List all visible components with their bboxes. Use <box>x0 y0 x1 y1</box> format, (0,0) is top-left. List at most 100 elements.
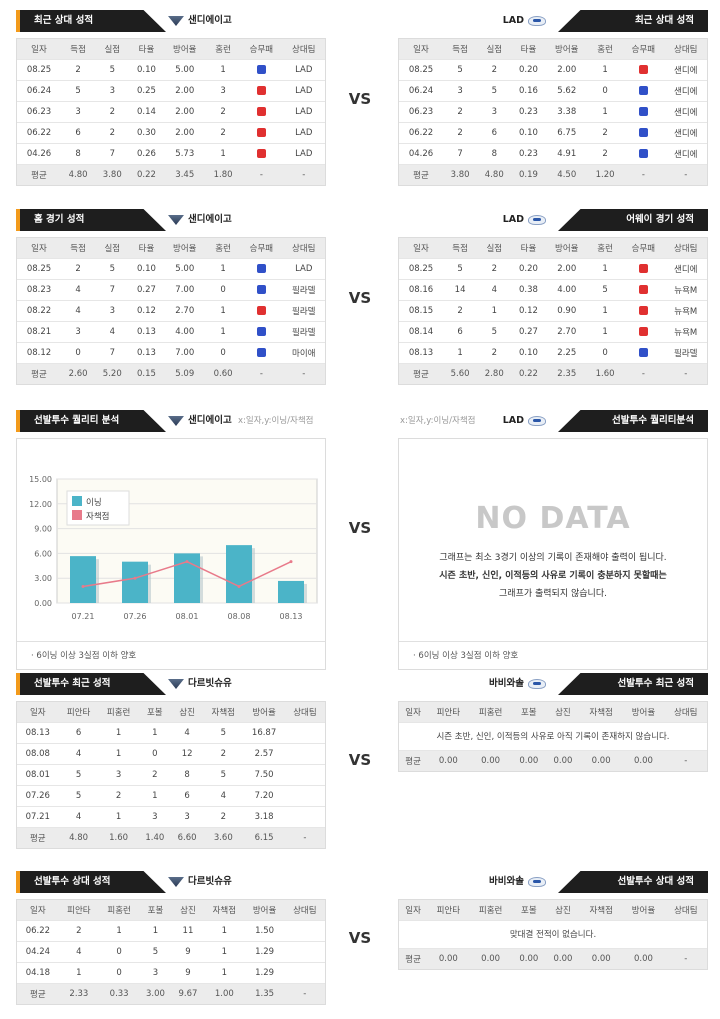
table-cell: 7.50 <box>243 763 285 785</box>
table-cell: LAD <box>282 142 325 164</box>
average-cell: 평균 <box>399 362 443 384</box>
table-cell: 뉴욕M <box>664 278 707 300</box>
table-cell: 샌디에 <box>664 142 707 164</box>
table-cell: 8 <box>60 142 96 164</box>
padres-logo-icon <box>168 215 184 225</box>
table-cell: 5 <box>139 940 172 962</box>
win-icon <box>256 106 266 116</box>
average-row: 평균 4.80 3.80 0.22 3.45 1.80- - <box>17 163 325 185</box>
table-cell: 5 <box>95 257 130 279</box>
average-cell: 3.80 <box>95 163 130 185</box>
table-cell: 08.25 <box>399 257 443 279</box>
table-cell: 3 <box>60 320 96 342</box>
win-icon <box>256 127 266 137</box>
table-cell: 1 <box>98 742 139 764</box>
dodgers-logo-icon <box>528 679 546 689</box>
table-cell: 1 <box>587 320 623 342</box>
average-row: 평균 2.33 0.33 3.00 9.67 1.00 1.35- <box>17 982 325 1004</box>
table-cell: 2 <box>95 121 130 143</box>
table-cell: 0 <box>587 341 623 363</box>
stats-table: 일자 득점 실점 타율 방어율 홈런 승무패 상대팀 08.25 5 2 0.20 2.00 1 샌디에 06… <box>399 39 707 185</box>
table-cell: 2.00 <box>163 121 206 143</box>
average-cell: - <box>622 362 665 384</box>
result-cell <box>240 257 283 279</box>
table-row: 08.25 2 5 0.10 5.00 1 LAD <box>17 257 325 279</box>
average-cell: 3.00 <box>139 982 172 1004</box>
column-header: 상대팀 <box>664 39 707 59</box>
average-cell: 1.80 <box>205 163 241 185</box>
table-cell: 07.21 <box>17 805 59 827</box>
column-header: 자책점 <box>204 900 245 920</box>
table-cell: 7.00 <box>163 341 206 363</box>
column-header: 방어율 <box>243 702 285 722</box>
table-cell: 필라델 <box>282 299 325 321</box>
table-cell: 0.25 <box>129 79 164 101</box>
average-cell: 2.35 <box>545 362 588 384</box>
table-cell: 5 <box>58 784 99 806</box>
table-cell: 0.10 <box>129 58 164 80</box>
average-cell: 4.80 <box>60 163 96 185</box>
x-tick-label: 08.13 <box>280 612 303 621</box>
table-cell: 2 <box>58 919 99 941</box>
table-cell: 7 <box>95 142 130 164</box>
average-cell: 0.00 <box>469 749 512 771</box>
column-header: 상대팀 <box>282 39 325 59</box>
table-cell: 5 <box>587 278 623 300</box>
column-header: 일자 <box>17 702 59 722</box>
recent-vs-panel-lad: LAD 최근 상대 성적 일자 득점 실점 타율 방어율 홈런 승무패 상대팀 08.25 5 2 0… <box>398 10 708 186</box>
table-cell: 2.00 <box>545 58 588 80</box>
table-cell: 1 <box>587 299 623 321</box>
average-cell: - <box>282 163 325 185</box>
table-cell: 7.00 <box>163 278 206 300</box>
table-cell: 1.29 <box>244 940 285 962</box>
average-row: 평균 5.60 2.80 0.22 2.35 1.60- - <box>399 362 707 384</box>
table-cell <box>284 784 325 806</box>
table-cell: 06.22 <box>17 919 59 941</box>
table-cell: 1 <box>139 919 172 941</box>
y-tick-label: 9.00 <box>34 525 52 534</box>
result-cell <box>240 121 283 143</box>
table-cell: 6 <box>477 121 512 143</box>
table-cell: 1 <box>138 721 171 743</box>
team-label: LAD <box>503 209 546 231</box>
column-header: 피홈런 <box>469 702 512 722</box>
table-cell: 4 <box>58 742 99 764</box>
stats-table: 일자 득점 실점 타율 방어율 홈런 승무패 상대팀 08.25 2 5 0.10 5.00 1 LAD 08… <box>17 238 325 384</box>
table-cell: 0.90 <box>545 299 588 321</box>
vs-label: VS <box>348 289 372 307</box>
table-cell: 14 <box>442 278 478 300</box>
table-cell: 4 <box>60 299 96 321</box>
column-header: 피홈런 <box>99 900 140 920</box>
table-row: 08.08 4 1 0 12 2 2.57 <box>17 742 325 764</box>
average-cell: 평균 <box>399 749 428 771</box>
table-row: 06.22 2 1 1 11 1 1.50 <box>17 919 325 941</box>
table-cell: LAD <box>282 100 325 122</box>
table-cell: 5 <box>95 58 130 80</box>
win-icon <box>638 263 648 273</box>
column-header: 포볼 <box>139 900 172 920</box>
table-cell: 0 <box>99 961 140 983</box>
legend-swatch-innings <box>72 496 82 506</box>
table-cell: 0 <box>587 79 623 101</box>
column-header: 삼진 <box>545 900 581 920</box>
win-icon <box>638 305 648 315</box>
average-cell: 4.80 <box>477 163 512 185</box>
table-cell: 1 <box>138 784 171 806</box>
team-label: 샌디에이고 <box>168 410 232 432</box>
home-games-panel-sd: 홈 경기 성적 샌디에이고 일자 득점 실점 타율 방어율 홈런 승무패 상대팀 08.25 2 5… <box>16 209 326 385</box>
average-cell: 1.20 <box>587 163 623 185</box>
panel-title: 어웨이 경기 성적 <box>558 209 708 231</box>
table-cell: 7 <box>442 142 478 164</box>
table-cell: 2.57 <box>243 742 285 764</box>
table-cell: 08.25 <box>399 58 443 80</box>
stats-table: 일자 피안타 피홈런 포볼 삼진 자책점 방어율 상대팀 08.13 6 1 1 4 5 16.87 08.0… <box>17 702 325 848</box>
table-cell: 08.16 <box>399 278 443 300</box>
innings-bar <box>226 545 252 603</box>
table-row: 04.26 7 8 0.23 4.91 2 샌디에 <box>399 142 707 164</box>
average-cell: 1.60 <box>98 826 139 848</box>
column-header: 상대팀 <box>282 238 325 258</box>
table-cell: 8 <box>477 142 512 164</box>
result-cell <box>622 341 665 363</box>
column-header: 방어율 <box>622 900 665 920</box>
column-header: 방어율 <box>244 900 285 920</box>
